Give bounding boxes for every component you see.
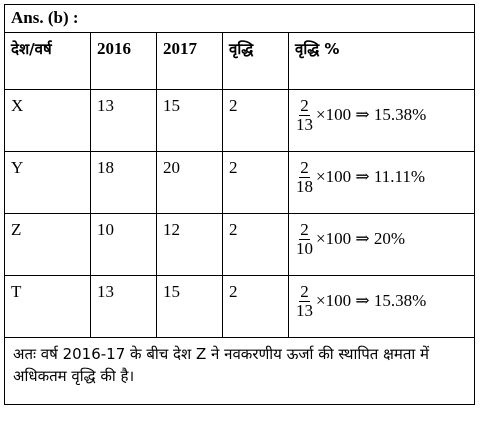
growth-cell: 2: [222, 89, 289, 152]
fraction: 2 13: [295, 97, 314, 134]
expression-result: ×100 ⇒ 15.38%: [316, 105, 427, 125]
country-cell: X: [4, 89, 91, 152]
table-row: Z 10 12 2 2 10 ×100 ⇒ 20%: [4, 213, 475, 276]
fraction-numerator: 2: [299, 158, 310, 178]
growth-percent-cell: 2 10 ×100 ⇒ 20%: [288, 213, 475, 276]
growth-cell: 2: [222, 151, 289, 214]
fraction-numerator: 2: [299, 96, 310, 116]
header-growth-percent: वृद्धि %: [288, 32, 475, 90]
growth-percent-cell: 2 13 ×100 ⇒ 15.38%: [288, 275, 475, 338]
value-2016-cell: 13: [90, 89, 157, 152]
value-2017-cell: 15: [156, 89, 223, 152]
value-2017-cell: 12: [156, 213, 223, 276]
table-row: Y 18 20 2 2 18 ×100 ⇒ 11.11%: [4, 151, 475, 214]
value-2017-cell: 15: [156, 275, 223, 338]
fraction: 2 13: [295, 283, 314, 320]
answer-container: Ans. (b) : देश/वर्ष 2016 2017 वृद्धि वृद…: [4, 4, 475, 405]
fraction-numerator: 2: [299, 220, 310, 240]
value-2016-cell: 18: [90, 151, 157, 214]
country-cell: Z: [4, 213, 91, 276]
fraction-denominator: 13: [296, 114, 313, 134]
header-2017: 2017: [156, 32, 223, 90]
conclusion-row: अतः वर्ष 2016-17 के बीच देश Z ने नवकरणीय…: [4, 337, 475, 405]
header-growth: वृद्धि: [222, 32, 289, 90]
fraction-denominator: 10: [296, 238, 313, 258]
expression-result: ×100 ⇒ 11.11%: [316, 167, 425, 187]
growth-cell: 2: [222, 213, 289, 276]
growth-cell: 2: [222, 275, 289, 338]
conclusion-text: अतः वर्ष 2016-17 के बीच देश Z ने नवकरणीय…: [4, 337, 475, 405]
fraction-expression: 2 10 ×100 ⇒ 20%: [295, 221, 405, 258]
header-country-year: देश/वर्ष: [4, 32, 91, 90]
country-cell: Y: [4, 151, 91, 214]
country-cell: T: [4, 275, 91, 338]
fraction-expression: 2 13 ×100 ⇒ 15.38%: [295, 283, 426, 320]
expression-result: ×100 ⇒ 15.38%: [316, 291, 427, 311]
table-row: T 13 15 2 2 13 ×100 ⇒ 15.38%: [4, 275, 475, 338]
answer-label: Ans. (b) :: [4, 4, 475, 33]
value-2016-cell: 13: [90, 275, 157, 338]
column-header-row: देश/वर्ष 2016 2017 वृद्धि वृद्धि %: [4, 32, 475, 90]
fraction-denominator: 18: [296, 176, 313, 196]
fraction: 2 10: [295, 221, 314, 258]
growth-percent-cell: 2 18 ×100 ⇒ 11.11%: [288, 151, 475, 214]
expression-result: ×100 ⇒ 20%: [316, 229, 405, 249]
fraction-denominator: 13: [296, 300, 313, 320]
header-2016: 2016: [90, 32, 157, 90]
table-row: X 13 15 2 2 13 ×100 ⇒ 15.38%: [4, 89, 475, 152]
fraction-numerator: 2: [299, 282, 310, 302]
fraction: 2 18: [295, 159, 314, 196]
growth-percent-cell: 2 13 ×100 ⇒ 15.38%: [288, 89, 475, 152]
value-2016-cell: 10: [90, 213, 157, 276]
value-2017-cell: 20: [156, 151, 223, 214]
fraction-expression: 2 13 ×100 ⇒ 15.38%: [295, 97, 426, 134]
fraction-expression: 2 18 ×100 ⇒ 11.11%: [295, 159, 425, 196]
answer-header-row: Ans. (b) :: [4, 4, 475, 33]
answer-table: Ans. (b) : देश/वर्ष 2016 2017 वृद्धि वृद…: [4, 4, 475, 405]
